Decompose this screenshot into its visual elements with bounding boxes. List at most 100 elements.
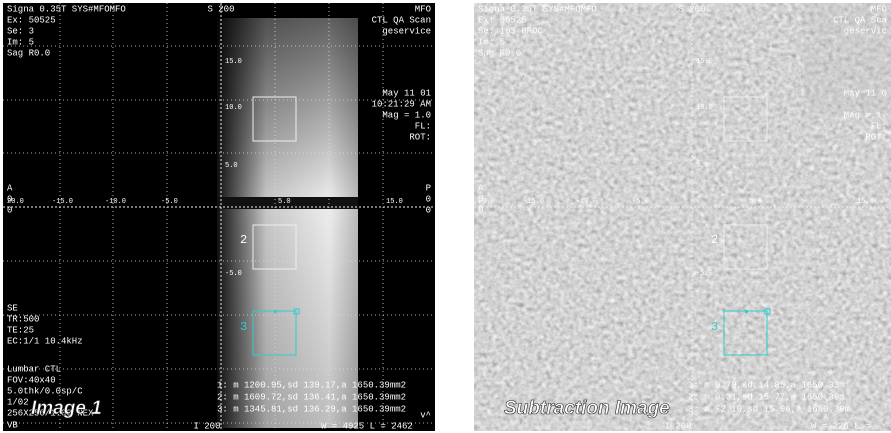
measurement: 3: m -2.10,sd 15.96,a 1650.39m (688, 404, 850, 414)
roi-label: 3 (240, 320, 247, 334)
axis-x-label: 20.0 (478, 198, 495, 206)
roi-box (252, 224, 297, 270)
header-line: Ex: 50525 (7, 15, 56, 25)
bottom-right: v^ (420, 410, 431, 420)
info-line: FL: (871, 121, 887, 131)
axis-x-label: 20.0 (7, 198, 24, 206)
axis-y-label: 5.0 (225, 162, 238, 170)
header-line: Se: 103 PROC (478, 26, 543, 36)
roi-handle (274, 310, 277, 313)
measurement: 1: m 0.79,sd 14.85,a 1650.33m (688, 380, 845, 390)
bottom-left-line: SE (7, 303, 18, 313)
orientation-right: P (426, 183, 431, 193)
header-right-line: CTL QA Sca (833, 15, 888, 25)
header-line: Signa 0.35T SYS#MFOMFO (478, 4, 597, 14)
axis-x-label: 5.0 (278, 198, 291, 206)
info-line: ROT: (409, 132, 431, 142)
phantom-shade (217, 18, 358, 428)
axis-y-label: -5.0 (225, 270, 242, 278)
axis-x-label: -10.0 (105, 198, 126, 206)
axis-y-label: 10.0 (696, 104, 713, 112)
bottom-left-line: EC:1/1 10.4kHz (7, 336, 83, 346)
roi-box (723, 96, 768, 142)
info-line: Mag = 1. (844, 110, 887, 120)
measurement: 2: m 0.31,sd 15.77,a 1650.39m (688, 392, 845, 402)
header-right-line: geservic (844, 26, 887, 36)
header-line: Se: 3 (7, 26, 34, 36)
bottom-left-line: 1/02 (7, 397, 29, 407)
roi-label: 2 (240, 233, 247, 247)
subtraction-panel: 2 3 Signa 0.35T SYS#MFOMFO Ex: 50525 Se: 103… (474, 3, 891, 431)
orientation-left: A (7, 183, 13, 193)
axis-y-label: 15.0 (696, 58, 713, 66)
orientation-right: 0 (426, 205, 431, 215)
bottom-left-line: Lumbar CTL (7, 364, 61, 374)
axis-y-label: 5.0 (696, 162, 709, 170)
axis-x-label: 15.0 (386, 198, 403, 206)
gap-band (217, 197, 358, 209)
info-line: FL: (415, 121, 431, 131)
info-line: ROT: (865, 132, 887, 142)
axis-y-label: 10.0 (225, 104, 242, 112)
roi-label: 2 (711, 233, 718, 247)
header-line: Ex: 50525 (478, 15, 527, 25)
measurement: 1: m 1200.95,sd 139.17,a 1650.39mm2 (217, 380, 406, 390)
measurement: 2: m 1609.72,sd 136.41,a 1650.39mm2 (217, 392, 406, 402)
bottom-left-line: FOV:40x40 (7, 375, 56, 385)
bottom-left-line: VB (7, 420, 18, 430)
info-line: 10:21:29 AM (372, 99, 431, 109)
header-right-line: CTL QA Scan (372, 15, 431, 25)
orientation-left: 0 (478, 205, 483, 215)
bottom-center: I 200 (664, 421, 691, 431)
roi-handle (764, 308, 771, 315)
roi-box (723, 224, 768, 270)
top-center: S 200 (207, 4, 234, 14)
axis-x-label: -15.0 (523, 198, 544, 206)
header-line: Sag R0.0 (478, 48, 521, 58)
axis-y-label: -5.0 (696, 270, 713, 278)
dark-corner (804, 3, 891, 113)
caption: Subtraction Image (504, 398, 670, 419)
info-line: Mag = 1.0 (382, 110, 431, 120)
roi-box (252, 96, 297, 142)
bottom-left-line: 256X256/1.00 NEX (7, 408, 94, 418)
bottom-left-line: (50525/3/5)-(50525/3/10) (478, 421, 593, 430)
info-line: May 11 0 (844, 88, 887, 98)
roi-handle (293, 308, 300, 315)
noise-bg (474, 3, 891, 431)
orientation-left: 0 (7, 194, 12, 204)
bottom-left-line: TE:25 (7, 325, 34, 335)
bottom-left-line: 5.0thk/0.0sp/C (7, 386, 83, 396)
bottom-center: I 200 (193, 421, 220, 431)
roi-handle (745, 310, 748, 313)
header-line: Im: 5 (7, 37, 34, 47)
info-line: May 11 01 (382, 88, 431, 98)
header-line: Im: 5 (478, 37, 505, 47)
caption: Image 1 (31, 398, 102, 419)
axis-x-label: -5.0 (632, 198, 649, 206)
top-center: S 200 (678, 4, 705, 14)
axis-x-label: -15.0 (52, 198, 73, 206)
image-panel: 2 3 Signa 0.35T SYS#MFOMFO Ex: 50525 Se: 3 Im… (3, 3, 435, 431)
axis-x-label: 5.0 (749, 198, 762, 206)
orientation-left: A (478, 183, 484, 193)
window-level: W = 4925 L = 2462 (321, 421, 413, 431)
orientation-left: 0 (478, 194, 483, 204)
header-right-line: MFO (415, 4, 431, 14)
axis-x-label: -5.0 (161, 198, 178, 206)
orientation-left: 0 (7, 205, 12, 215)
bottom-left-line: TR:500 (7, 314, 39, 324)
header-right-line: MFO (871, 4, 887, 14)
orientation-right: 0 (426, 194, 431, 204)
header-line: Signa 0.35T SYS#MFOMFO (7, 4, 126, 14)
axis-y-label: 15.0 (225, 58, 242, 66)
window-level: W = 226 L = (811, 421, 870, 431)
header-line: Sag R0.0 (7, 48, 50, 58)
header-right-line: geservice (382, 26, 431, 36)
axis-x-label: 15.0 (857, 198, 874, 206)
axis-x-label: -10.0 (576, 198, 597, 206)
measurement: 3: m 1345.81,sd 136.29,a 1650.39mm2 (217, 404, 406, 414)
